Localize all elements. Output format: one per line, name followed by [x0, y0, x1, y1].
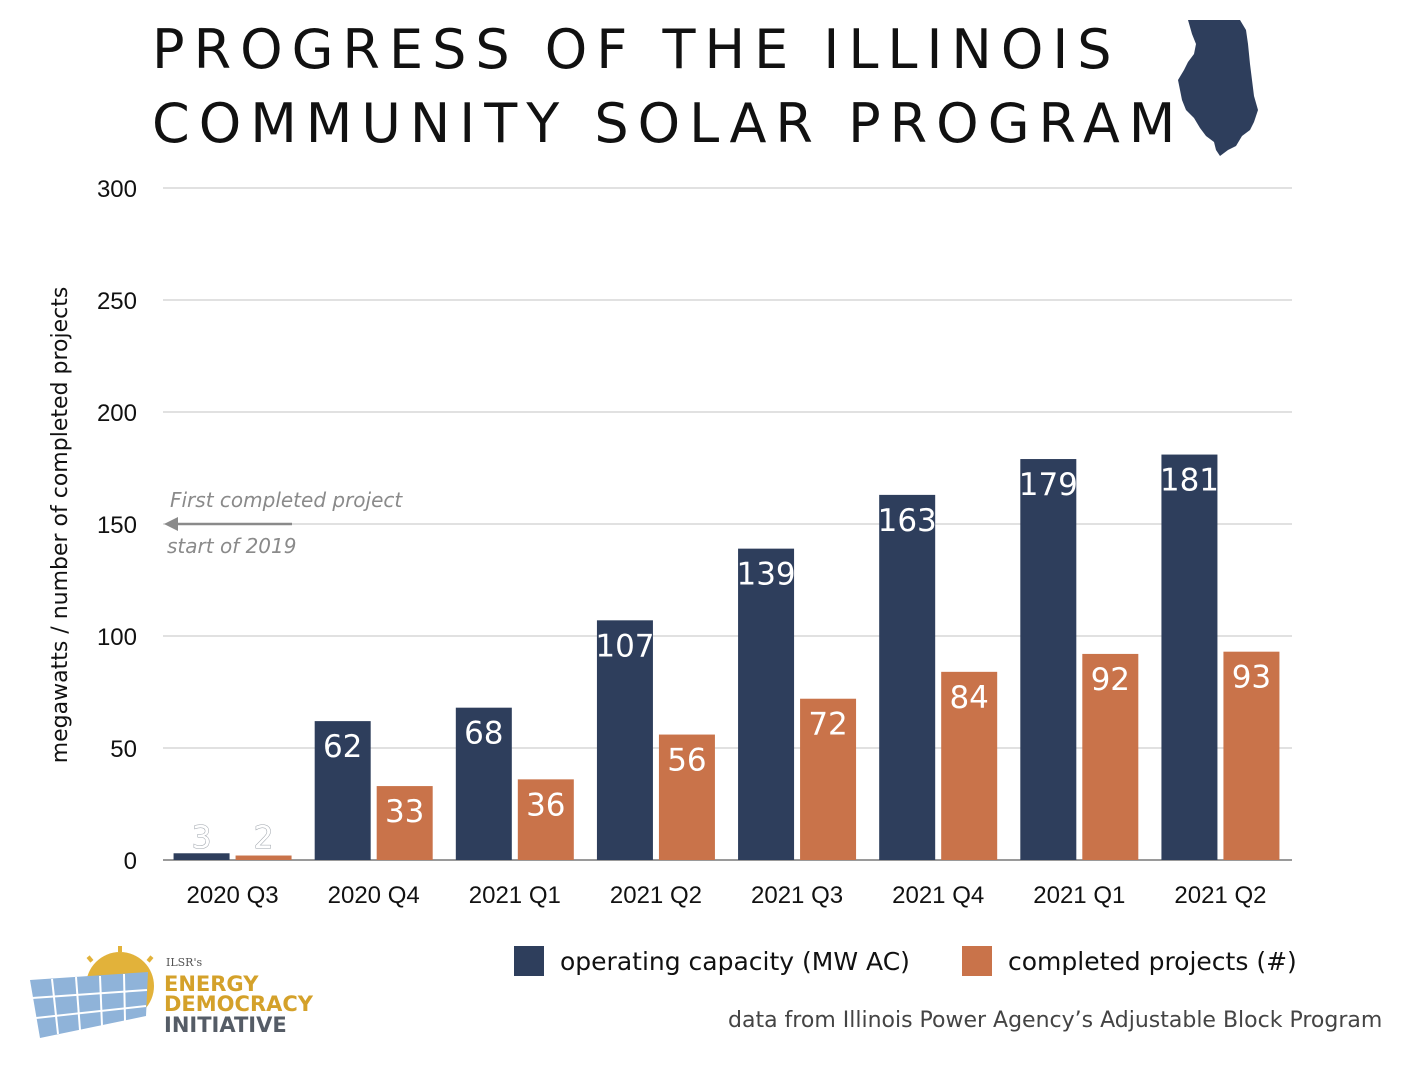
annotation: First completed project start of 2019 — [164, 488, 403, 558]
data-label-projects: 84 — [949, 680, 988, 716]
source-note: data from Illinois Power Agency’s Adjust… — [728, 1008, 1383, 1033]
bar-capacity — [173, 853, 230, 860]
x-tick-label: 2021 Q1 — [469, 882, 561, 909]
y-tick-label: 250 — [97, 288, 137, 315]
y-tick-label: 100 — [97, 624, 137, 651]
data-label-projects: 2 — [254, 820, 274, 856]
data-label-capacity: 68 — [464, 716, 503, 752]
y-tick-label: 150 — [97, 512, 137, 539]
y-tick-label: 0 — [124, 848, 137, 875]
logo-word-3: INITIATIVE — [164, 1013, 287, 1037]
x-tick-label: 2021 Q1 — [1033, 882, 1125, 909]
x-tick-label: 2021 Q2 — [610, 882, 702, 909]
chart-title-line-1: PROGRESS OF THE ILLINOIS — [152, 18, 1121, 81]
data-label-capacity: 163 — [878, 503, 937, 539]
data-label-projects: 33 — [385, 794, 424, 830]
data-label-projects: 93 — [1232, 660, 1271, 696]
data-label-projects: 92 — [1091, 662, 1130, 698]
data-label-capacity: 139 — [736, 557, 795, 593]
illinois-state-icon — [1178, 20, 1258, 156]
data-labels: 3 2 62 33 68 36 107 56 139 72 163 84 179 92 181 93 — [191, 463, 1271, 857]
annotation-line-1: First completed project — [170, 488, 403, 512]
bar-projects — [800, 698, 857, 860]
bar-capacity — [738, 548, 795, 860]
x-tick-label: 2021 Q4 — [892, 882, 984, 909]
bar-capacity — [455, 707, 512, 860]
bar-capacity — [1020, 459, 1077, 860]
logo-word-2: DEMOCRACY — [164, 992, 313, 1016]
x-axis-ticks: 2020 Q3 2020 Q4 2021 Q1 2021 Q2 2021 Q3 2021 … — [187, 882, 1267, 909]
data-label-capacity: 179 — [1019, 467, 1078, 503]
bar-capacity — [1161, 454, 1218, 860]
bar-projects — [941, 671, 998, 860]
data-label-projects: 72 — [808, 707, 847, 743]
solar-panel-sun-icon — [30, 946, 154, 1038]
data-label-capacity: 3 — [192, 820, 212, 856]
bar-capacity — [314, 721, 371, 860]
bar-projects — [1082, 653, 1139, 860]
bar-capacity — [879, 494, 936, 860]
bar-projects — [1223, 651, 1280, 860]
x-tick-label: 2021 Q2 — [1174, 882, 1266, 909]
bar-projects — [517, 779, 574, 860]
legend-swatch-capacity — [514, 946, 544, 976]
bar-chart: 0 50 100 150 200 250 300 3 2 62 33 68 36 107 56 139 72 1… — [48, 176, 1292, 909]
annotation-line-2: start of 2019 — [167, 534, 296, 558]
data-label-projects: 36 — [526, 787, 565, 823]
legend-item-capacity: operating capacity (MW AC) — [514, 946, 910, 976]
bar-projects — [658, 734, 715, 860]
x-tick-label: 2020 Q4 — [328, 882, 420, 909]
y-axis-ticks: 0 50 100 150 200 250 300 — [97, 176, 137, 875]
data-label-capacity: 62 — [323, 729, 362, 765]
y-tick-label: 200 — [97, 400, 137, 427]
data-label-capacity: 107 — [595, 628, 654, 664]
logo-word-1: ENERGY — [164, 972, 259, 996]
x-tick-label: 2021 Q3 — [751, 882, 843, 909]
bars — [173, 454, 1280, 860]
annotation-arrow-head — [164, 517, 178, 531]
legend-label-projects: completed projects (#) — [1008, 946, 1297, 976]
y-tick-label: 300 — [97, 176, 137, 203]
legend-label-capacity: operating capacity (MW AC) — [560, 946, 910, 976]
data-label-projects: 56 — [667, 743, 706, 779]
data-label-capacity: 181 — [1160, 463, 1219, 499]
bar-projects — [235, 855, 292, 860]
legend-item-projects: completed projects (#) — [962, 946, 1297, 976]
y-tick-label: 50 — [110, 736, 137, 763]
bar-capacity — [596, 620, 653, 860]
chart-title-line-2: COMMUNITY SOLAR PROGRAM — [152, 92, 1185, 155]
legend-swatch-projects — [962, 946, 992, 976]
y-axis-label: megawatts / number of completed projects — [48, 287, 73, 764]
bar-projects — [376, 786, 433, 860]
logo-small-text: ILSR's — [166, 956, 203, 969]
x-tick-label: 2020 Q3 — [187, 882, 279, 909]
